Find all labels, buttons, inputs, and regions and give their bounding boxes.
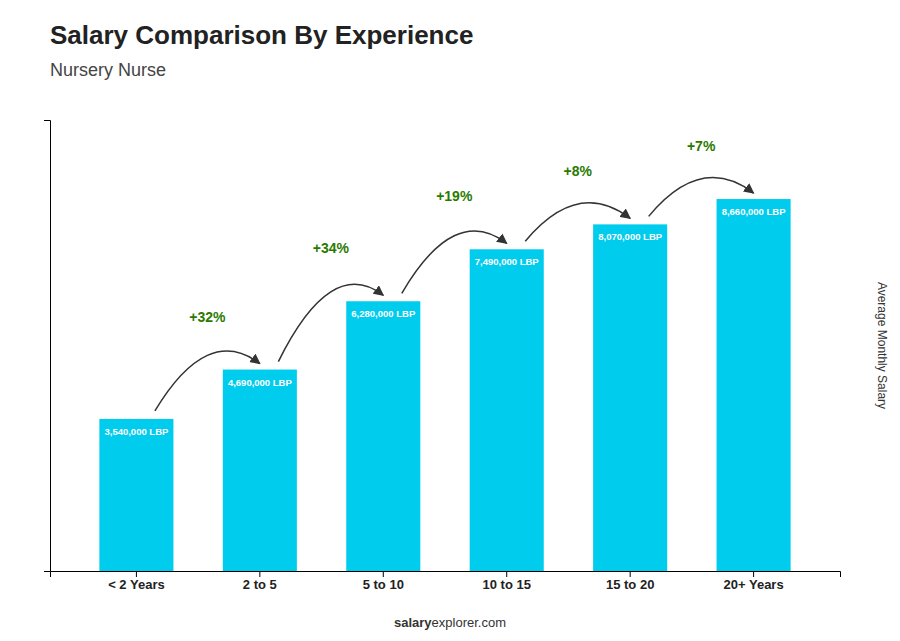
x-tick: 20+ Years — [724, 571, 784, 592]
annotation-arrow — [278, 284, 383, 361]
x-tick-label: 5 to 10 — [363, 577, 404, 592]
x-tick-label: 10 to 15 — [483, 577, 531, 592]
annotations: +32% +34% +19% +8% +7% — [155, 138, 754, 411]
data-label: 7,490,000 LBP — [475, 256, 540, 267]
annotation-arrow — [649, 178, 754, 217]
data-label: 3,540,000 LBP — [104, 426, 169, 437]
x-tick: < 2 Years — [108, 571, 165, 592]
footer-part: salary — [394, 615, 432, 630]
data-label: 4,690,000 LBP — [228, 377, 293, 388]
x-tick-label: 2 to 5 — [243, 577, 277, 592]
annotation: +8% — [563, 163, 592, 179]
data-labels: 3,540,000 LBP 4,690,000 LBP 6,280,000 LBP 7… — [104, 206, 786, 437]
x-tick-label: 20+ Years — [724, 577, 784, 592]
chart: Salary Comparison By Experience Nursery N… — [0, 0, 900, 641]
data-label: 8,660,000 LBP — [722, 206, 787, 217]
x-tick-mark — [259, 571, 260, 577]
bar — [717, 199, 791, 571]
bar — [470, 249, 544, 571]
x-tick: 10 to 15 — [483, 571, 531, 592]
annotation-arrow — [525, 203, 630, 241]
x-tick-label: < 2 Years — [108, 577, 165, 592]
title: Salary Comparison By Experience — [50, 20, 473, 50]
data-label: 8,070,000 LBP — [598, 231, 663, 242]
footer-part: explorer.com — [432, 615, 506, 630]
bar — [99, 419, 173, 571]
footer: salaryexplorer.com — [394, 615, 506, 630]
x-tick-label: 15 to 20 — [606, 577, 654, 592]
x-tick-mark — [753, 571, 754, 577]
annotation-arrow — [402, 231, 507, 293]
subtitle: Nursery Nurse — [50, 60, 166, 80]
x-tick: 5 to 10 — [363, 571, 404, 592]
annotation: +32% — [189, 309, 226, 325]
annotation: +19% — [436, 188, 473, 204]
bar — [223, 370, 297, 571]
x-axis-line — [51, 572, 841, 578]
annotation: +34% — [313, 240, 350, 256]
x-axis: < 2 Years 2 to 5 5 to 10 10 to 15 15 to 20 20… — [51, 571, 841, 592]
annotation: +7% — [687, 138, 716, 154]
bar — [593, 224, 667, 571]
x-tick-mark — [136, 571, 137, 577]
annotation-arrow — [155, 351, 260, 411]
x-tick-mark — [506, 571, 507, 577]
x-tick-mark — [383, 571, 384, 577]
y-axis — [44, 121, 51, 572]
x-tick: 2 to 5 — [243, 571, 277, 592]
data-label: 6,280,000 LBP — [351, 308, 416, 319]
x-tick: 15 to 20 — [606, 571, 654, 592]
y-axis-title: Average Monthly Salary — [875, 282, 889, 409]
y-axis-line — [44, 121, 51, 572]
plot: < 2 Years 2 to 5 5 to 10 10 to 15 15 to 20 20… — [44, 121, 841, 593]
x-tick-mark — [630, 571, 631, 577]
bar — [346, 301, 420, 571]
bars — [99, 199, 790, 571]
